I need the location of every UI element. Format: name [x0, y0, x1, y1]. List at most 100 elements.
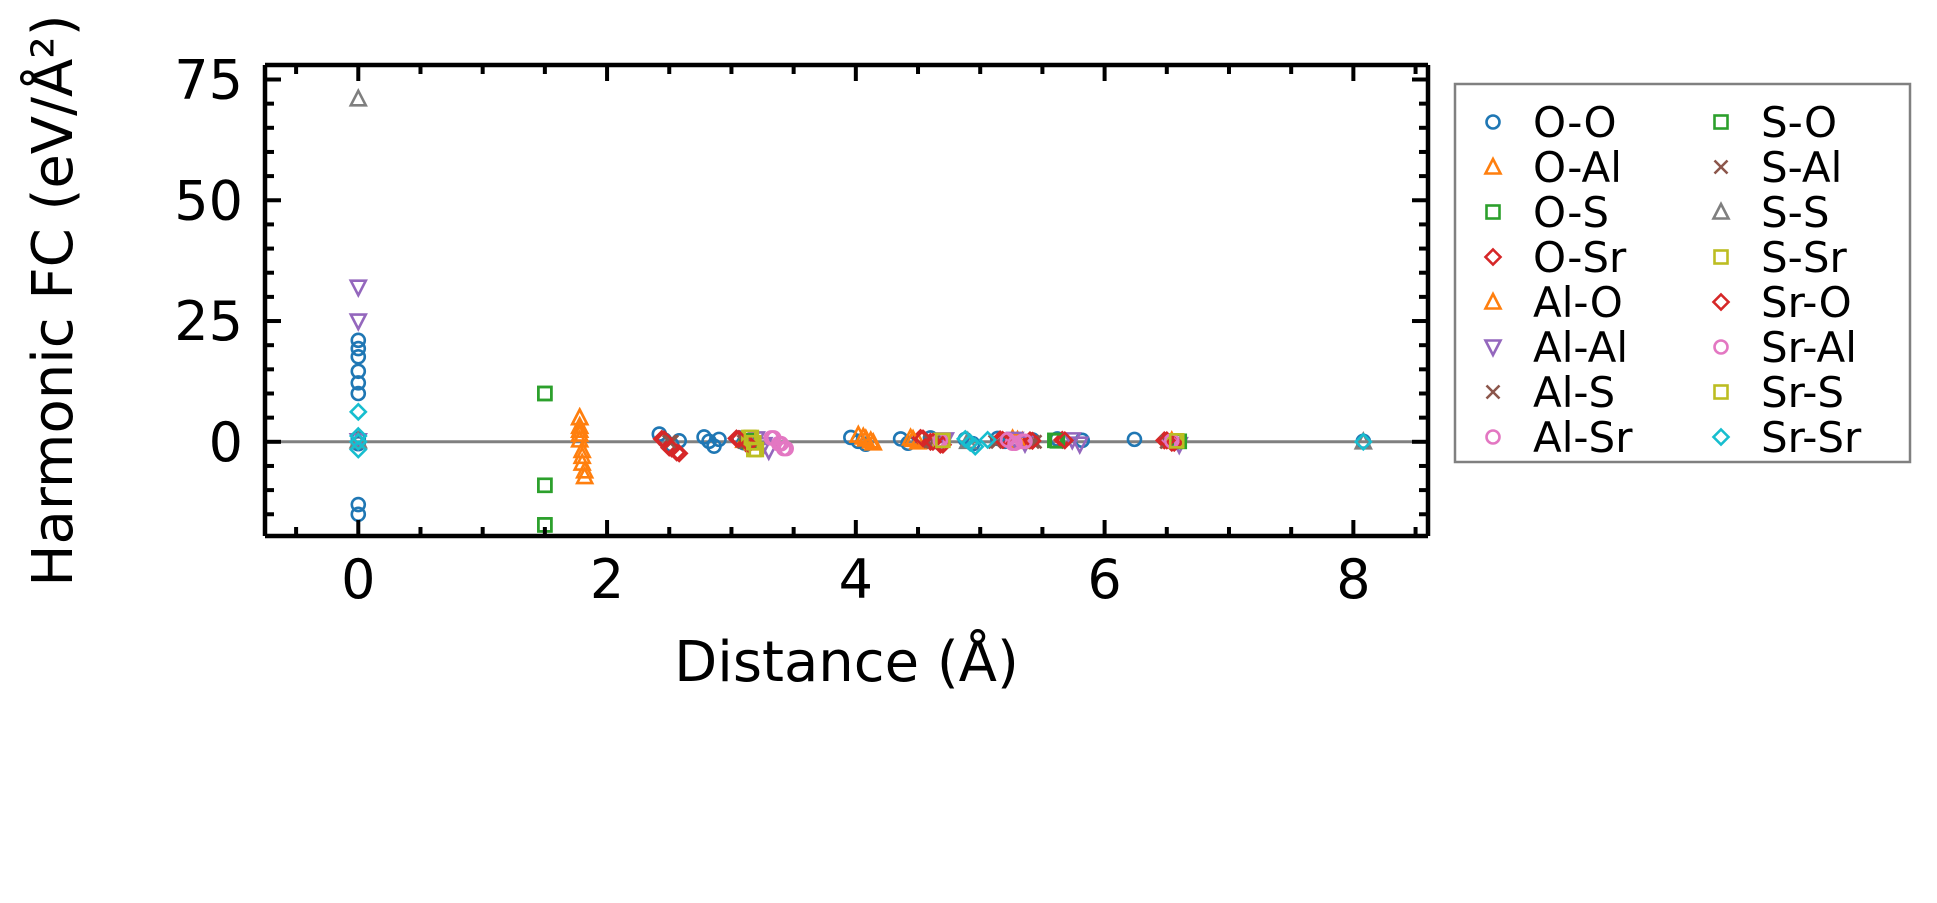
data-point-triangle-up	[575, 465, 595, 485]
data-point-diamond	[913, 429, 933, 448]
x-tick-label: 2	[590, 548, 624, 611]
data-point-triangle-up	[1483, 291, 1503, 310]
data-point-circle	[778, 440, 794, 457]
y-tick-label: 25	[174, 290, 243, 353]
legend-label: Sr-S	[1761, 368, 1844, 417]
legend-label: Al-O	[1533, 278, 1623, 327]
data-point-triangle-up	[1483, 156, 1503, 175]
legend-item-al-s[interactable]: Al-S	[1485, 368, 1616, 417]
legend-item-al-sr[interactable]: Al-Sr	[1485, 413, 1634, 462]
data-point-diamond	[1055, 431, 1075, 450]
x-axis-title: Distance (Å)	[674, 629, 1019, 695]
legend-item-o-s[interactable]: O-S	[1485, 188, 1610, 237]
data-point-circle	[350, 496, 367, 513]
data-point-triangle-up	[856, 428, 876, 447]
data-point-square	[935, 432, 951, 449]
legend-label: Sr-Sr	[1761, 413, 1862, 462]
y-axis-title: Harmonic FC (eV/Å²)	[20, 14, 86, 586]
legend-item-s-sr[interactable]: S-Sr	[1713, 233, 1848, 282]
axes-spines	[262, 62, 1431, 539]
legend-label: Al-S	[1533, 368, 1615, 417]
data-point-triangle-up	[908, 430, 928, 450]
data-point-diamond	[978, 430, 998, 450]
data-point-circle	[350, 363, 367, 380]
data-point-triangle-up	[570, 419, 590, 439]
legend-label: S-Sr	[1761, 233, 1847, 282]
data-point-triangle-up	[348, 87, 368, 107]
data-point-diamond	[1711, 292, 1731, 312]
y-tick-label: 75	[174, 48, 243, 111]
x-tick-label: 0	[341, 548, 375, 611]
data-points-layer	[348, 87, 1373, 533]
legend-label: S-O	[1761, 98, 1837, 147]
data-point-diamond	[1353, 432, 1373, 452]
data-point-square	[1713, 249, 1729, 265]
data-point-circle	[711, 431, 727, 448]
legend-item-al-al[interactable]: Al-Al	[1483, 323, 1629, 372]
legend-item-sr-al[interactable]: Sr-Al	[1713, 323, 1857, 372]
data-point-x	[1713, 159, 1729, 175]
data-point-circle	[350, 385, 367, 402]
data-point-triangle-up	[853, 426, 873, 445]
data-point-triangle-up	[572, 445, 592, 465]
data-point-triangle-down	[348, 313, 368, 332]
data-point-diamond	[1023, 431, 1042, 451]
data-point-triangle-down	[1483, 339, 1503, 358]
legend-label: O-O	[1533, 98, 1617, 147]
data-point-square	[1713, 114, 1729, 130]
legend-label: S-Al	[1761, 143, 1842, 192]
legend-label: Al-Sr	[1533, 413, 1633, 462]
data-point-circle	[350, 332, 367, 349]
x-tick-label: 8	[1336, 548, 1370, 611]
data-point-triangle-up	[575, 459, 595, 479]
data-point-triangle-up	[861, 430, 881, 449]
data-point-diamond	[662, 439, 682, 458]
axis-tick-labels: 0 2 4 6 8 0 25 50 75	[174, 48, 1370, 611]
data-point-diamond	[993, 430, 1012, 450]
data-point-square	[748, 441, 765, 458]
series-sr-s	[743, 429, 1185, 458]
legend-item-sr-sr[interactable]: Sr-Sr	[1711, 413, 1863, 462]
legend-item-s-o[interactable]: S-O	[1713, 98, 1838, 147]
data-point-square	[537, 477, 553, 494]
data-point-triangle-up	[1711, 201, 1731, 220]
data-point-circle	[1485, 429, 1501, 445]
data-point-square	[1485, 204, 1501, 220]
data-point-diamond	[923, 432, 943, 452]
data-point-triangle-down	[1070, 436, 1090, 456]
data-point-square	[1168, 433, 1185, 449]
series-sr-sr	[348, 402, 1373, 459]
data-point-circle	[350, 348, 367, 365]
y-tick-label: 50	[174, 169, 243, 232]
data-point-square	[1049, 433, 1066, 449]
data-point-diamond	[348, 402, 368, 422]
data-point-triangle-up	[570, 423, 590, 442]
data-point-diamond	[1483, 247, 1503, 267]
data-point-square	[1713, 384, 1729, 400]
legend-item-al-o[interactable]: Al-O	[1483, 278, 1623, 327]
legend-label: O-S	[1533, 188, 1609, 237]
legend-label: Al-Al	[1533, 323, 1628, 372]
data-point-circle	[350, 340, 367, 357]
legend-item-sr-s[interactable]: Sr-S	[1713, 368, 1845, 417]
data-point-square	[537, 385, 553, 402]
legend-item-sr-o[interactable]: Sr-O	[1711, 278, 1852, 327]
legend-item-o-al[interactable]: O-Al	[1483, 143, 1622, 192]
data-point-diamond	[965, 437, 985, 456]
legend-item-s-s[interactable]: S-S	[1711, 188, 1830, 237]
data-point-circle	[843, 429, 859, 446]
data-point-circle	[1485, 114, 1501, 130]
legend-item-s-al[interactable]: S-Al	[1713, 143, 1843, 192]
data-point-circle	[1007, 435, 1023, 452]
x-tick-label: 4	[839, 548, 873, 611]
legend-item-o-sr[interactable]: O-Sr	[1483, 233, 1628, 282]
legend-label: S-S	[1761, 188, 1829, 237]
data-point-diamond	[348, 432, 368, 452]
data-point-circle	[350, 375, 367, 391]
legend-label: O-Al	[1533, 143, 1622, 192]
legend-item-o-o[interactable]: O-O	[1485, 98, 1617, 147]
legend-label: Sr-O	[1761, 278, 1852, 327]
data-point-triangle-up	[848, 424, 868, 443]
